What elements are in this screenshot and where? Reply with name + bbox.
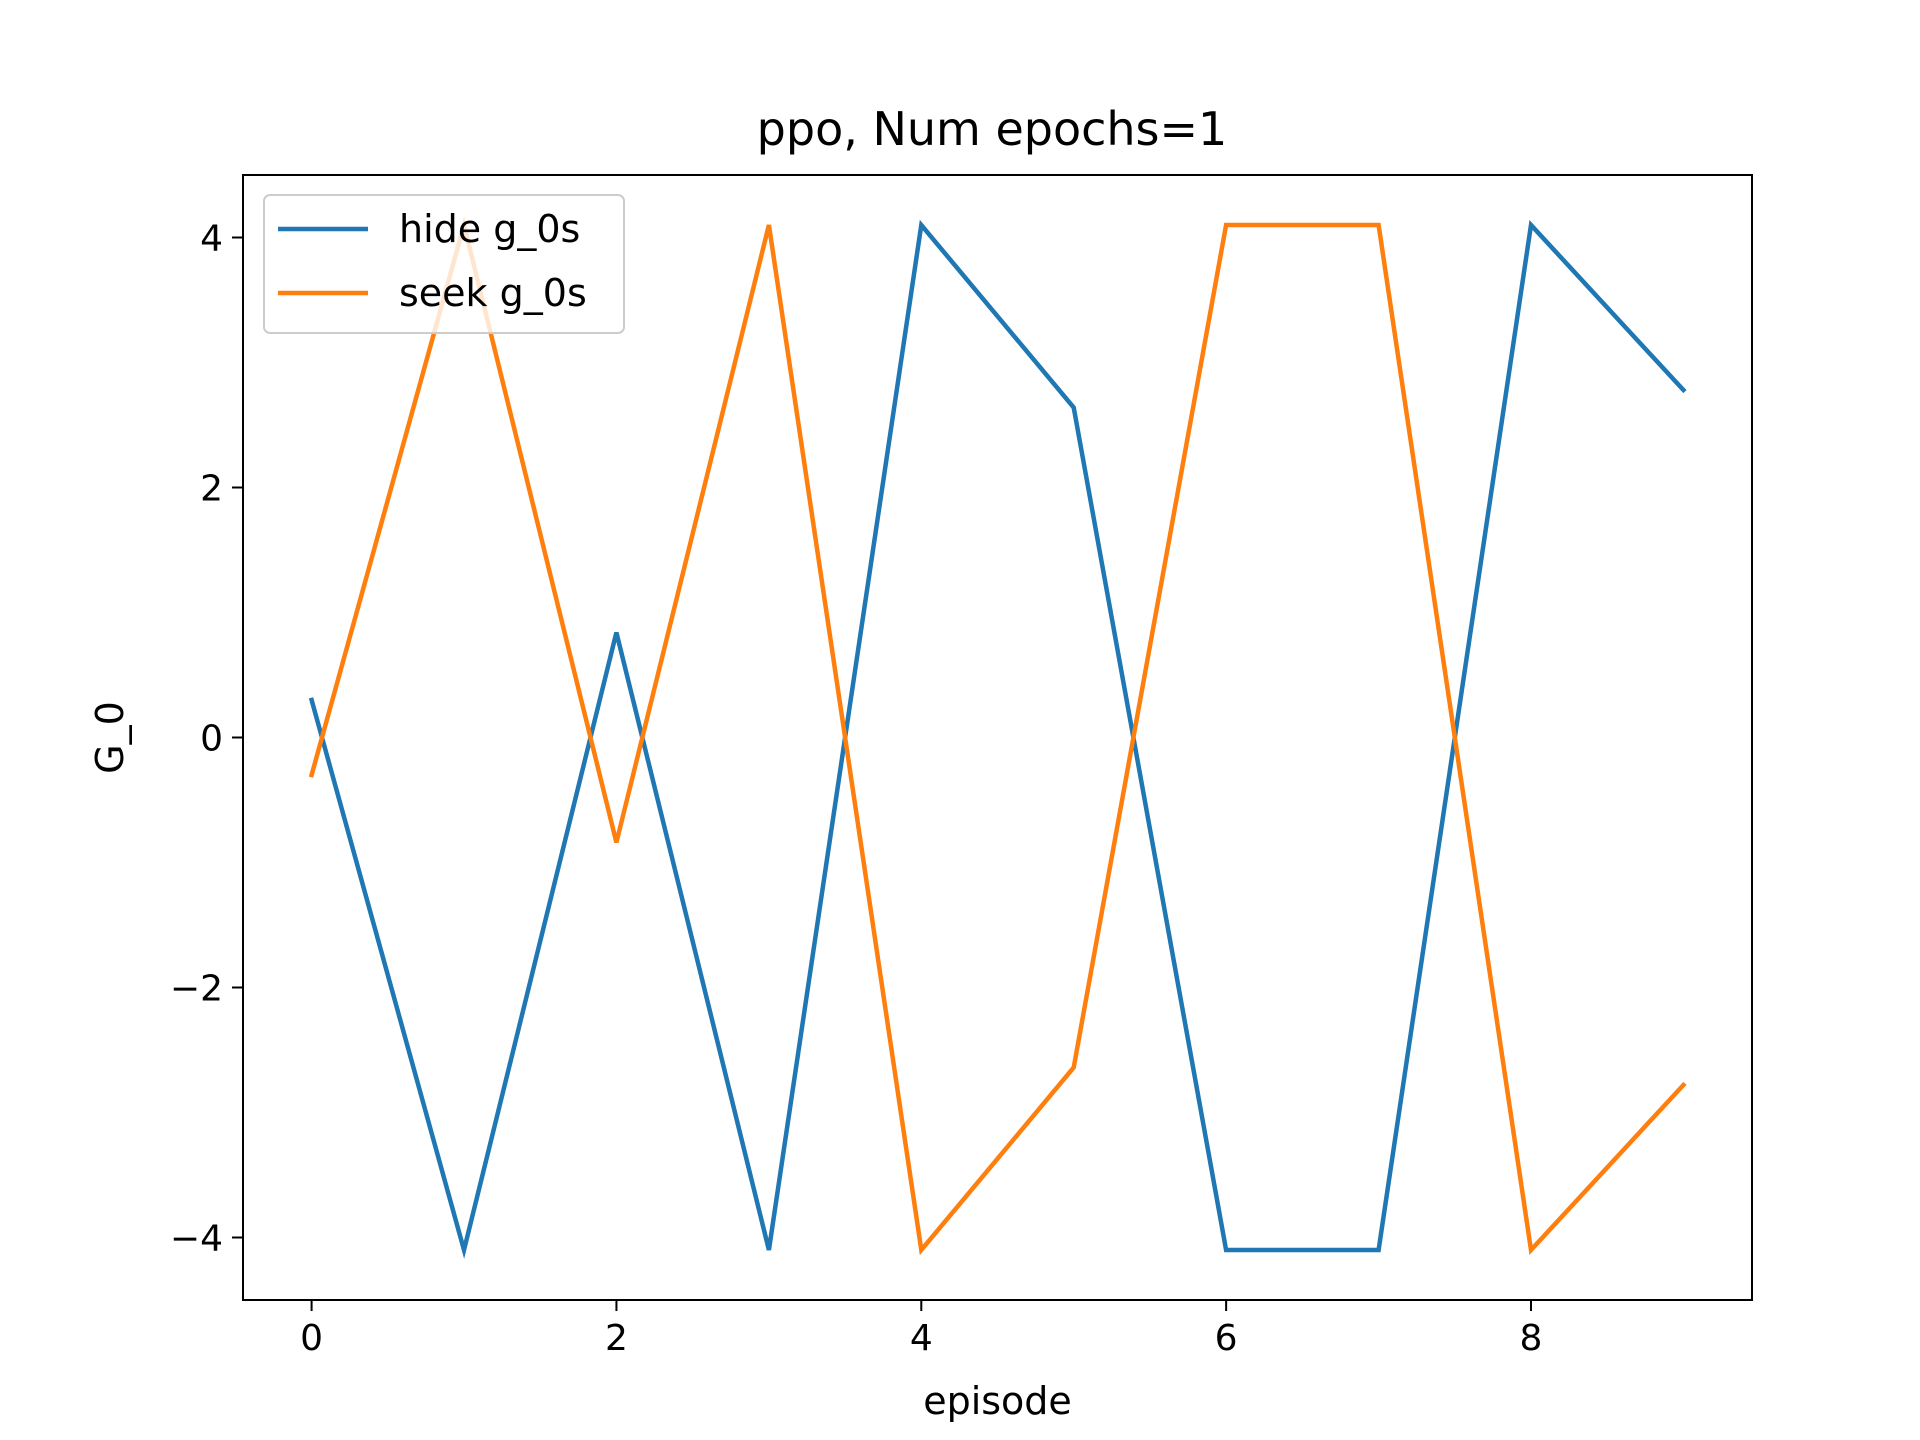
y-tick-label: 4	[200, 219, 223, 260]
y-axis-label: G_0	[88, 701, 132, 774]
x-tick-label: 2	[605, 1318, 628, 1359]
y-tick-label: 2	[200, 469, 223, 510]
plot-area	[243, 175, 1752, 1300]
y-tick-label: −2	[170, 969, 223, 1010]
chart-title: ppo, Num epochs=1	[757, 102, 1228, 156]
x-tick-label: 4	[910, 1318, 933, 1359]
plot-frame	[242, 174, 1753, 1301]
x-tick-label: 6	[1215, 1318, 1238, 1359]
plot-background	[243, 175, 1752, 1300]
x-tick-label: 0	[300, 1318, 323, 1359]
x-tick-label: 8	[1520, 1318, 1543, 1359]
series-line	[308, 216, 1687, 1256]
legend-label: seek g_0s	[399, 271, 587, 315]
y-tick-label: −4	[170, 1219, 223, 1260]
series-layer	[308, 216, 1687, 1259]
y-tick-label: 0	[200, 719, 223, 760]
legend-label: hide g_0s	[399, 207, 580, 251]
x-axis-label: episode	[923, 1379, 1072, 1423]
ticks-layer: 0 2 4 6 8 −4 −2 0 2 4	[170, 219, 1543, 1360]
